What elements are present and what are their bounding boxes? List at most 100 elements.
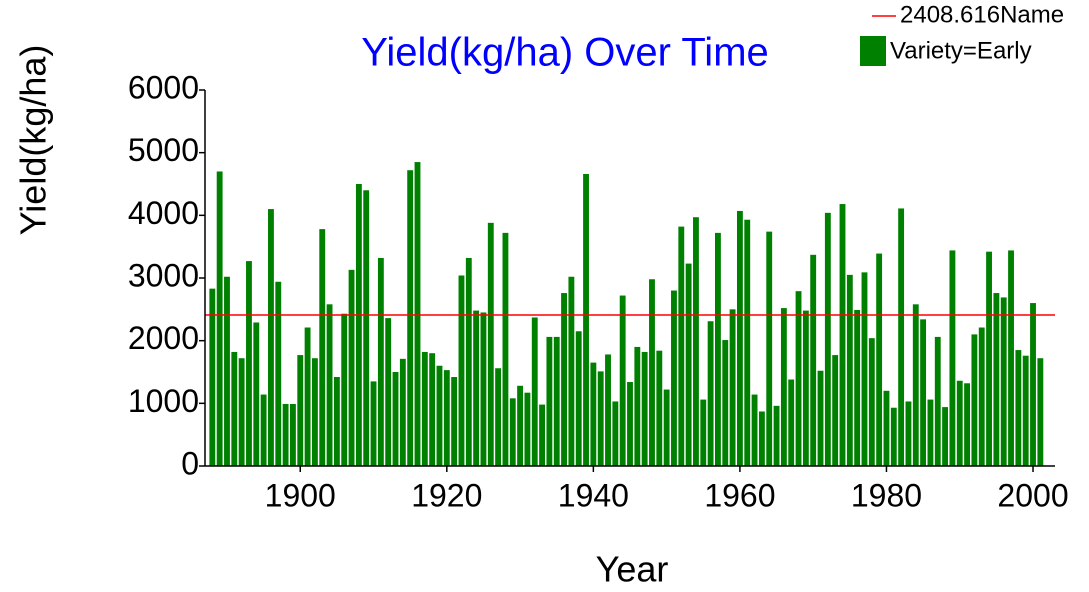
bar: [619, 295, 626, 466]
bar: [612, 401, 619, 466]
bar: [539, 404, 545, 466]
bar: [780, 308, 787, 466]
bar: [986, 251, 992, 466]
bar: [597, 371, 604, 466]
bar: [971, 334, 978, 466]
bar: [297, 355, 304, 466]
bar: [817, 370, 824, 466]
bar: [451, 377, 458, 466]
bar: [663, 389, 670, 466]
bar: [1030, 303, 1036, 466]
y-tick-label: 5000: [128, 132, 199, 168]
bar: [700, 399, 707, 466]
bar: [568, 276, 575, 466]
bar: [341, 313, 348, 466]
chart-title: Yield(kg/ha) Over Time: [361, 31, 769, 75]
bar: [238, 358, 245, 466]
bar: [671, 290, 677, 466]
bar: [707, 321, 714, 466]
bar: [942, 407, 949, 466]
bar: [1008, 250, 1014, 466]
bar: [868, 338, 875, 466]
bar: [363, 190, 370, 466]
bar: [224, 276, 230, 466]
bar: [736, 210, 743, 466]
bar: [729, 309, 736, 466]
bar: [883, 390, 890, 466]
bar: [517, 385, 524, 466]
bar: [905, 401, 912, 466]
bar: [722, 340, 729, 466]
bar: [810, 254, 817, 466]
bar: [429, 353, 436, 466]
bar: [546, 336, 553, 466]
bar: [766, 231, 773, 466]
bar: [377, 257, 384, 466]
x-tick-label: 1900: [265, 477, 336, 513]
bar: [326, 304, 333, 466]
bar: [846, 274, 853, 466]
bar: [304, 327, 311, 466]
bar: [839, 204, 846, 466]
bar: [964, 383, 970, 466]
bar: [407, 170, 414, 467]
bar: [311, 358, 318, 466]
bar: [956, 380, 963, 466]
bar: [605, 354, 611, 466]
bar: [693, 217, 699, 466]
bar: [678, 226, 685, 466]
bar: [685, 263, 692, 466]
bar: [1022, 355, 1029, 466]
bar: [260, 394, 267, 466]
x-tick-label: 1920: [411, 477, 482, 513]
bar: [656, 350, 663, 466]
y-tick-label: 6000: [128, 69, 199, 105]
bar: [458, 275, 465, 466]
bar: [385, 318, 392, 466]
bar: [436, 365, 443, 466]
bar: [978, 327, 985, 466]
y-tick-label: 0: [181, 445, 199, 481]
bar: [480, 312, 487, 466]
bar: [355, 184, 362, 466]
bar: [524, 392, 531, 466]
bar: [912, 304, 919, 466]
bar: [531, 317, 538, 466]
bar: [583, 173, 589, 466]
y-tick-label: 2000: [128, 320, 199, 356]
bar: [861, 272, 868, 466]
bar: [876, 253, 883, 466]
bar: [290, 403, 296, 466]
bar: [758, 411, 765, 466]
bar: [744, 219, 751, 466]
bar: [370, 381, 377, 466]
bar: [949, 250, 956, 466]
bar: [495, 368, 502, 466]
bar: [795, 291, 802, 466]
bar: [641, 351, 648, 466]
bar: [854, 309, 861, 466]
legend-swatch: [860, 36, 886, 66]
bar: [414, 162, 421, 467]
y-axis-label: Yield(kg/ha): [13, 45, 54, 236]
bar: [1037, 358, 1044, 466]
bar: [751, 394, 758, 466]
bar: [268, 209, 274, 467]
legend-label: Variety=Early: [890, 37, 1032, 64]
x-tick-label: 1940: [558, 477, 629, 513]
bar: [934, 336, 941, 466]
bar: [253, 322, 260, 466]
bar: [392, 372, 399, 466]
bar: [927, 399, 934, 466]
bar: [231, 351, 238, 466]
bar: [473, 310, 480, 466]
bar: [993, 293, 1000, 466]
bar: [282, 403, 289, 466]
bar: [627, 382, 633, 466]
legend-label: 2408.616Name: [900, 1, 1064, 28]
bar: [802, 310, 809, 466]
bar: [773, 405, 780, 466]
y-tick-label: 3000: [128, 257, 199, 293]
bar: [209, 288, 216, 466]
